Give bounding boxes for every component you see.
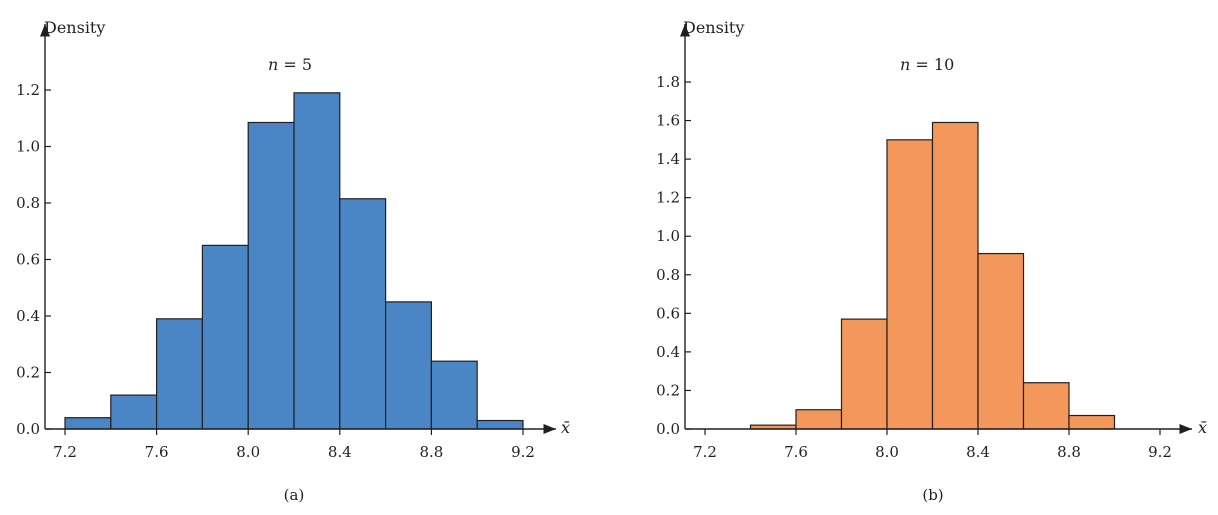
panel-b-x-tick-label-0: 7.2 [693, 443, 717, 461]
panel-a-y-tick-label-4: 0.8 [16, 194, 40, 212]
panel-b-y-tick-label-3: 0.6 [656, 304, 680, 322]
panel-a-y-tick-label-3: 0.6 [16, 251, 40, 269]
panel-b-x-tick-label-4: 8.8 [1057, 443, 1081, 461]
panel-b-bar-6 [1022, 382, 1070, 430]
panel-b-y-tick-label-5: 1.0 [656, 227, 680, 245]
panel-b-y-tick-label-2: 0.4 [656, 343, 680, 361]
panel-b-bar-1 [795, 409, 843, 430]
panel-b-y-tick-label-4: 0.8 [656, 266, 680, 284]
panel-a-bar-4 [247, 121, 295, 430]
panel-b-bar-7 [1068, 414, 1116, 430]
panel-a-x-tick-label-2: 8.0 [236, 443, 260, 461]
panel-a-bar-7 [385, 301, 433, 430]
panel-b-bar-4 [931, 121, 979, 430]
panel-a-bar-0 [64, 417, 112, 430]
panel-a-bar-9 [476, 419, 524, 430]
panel-b-x-tick-label-3: 8.4 [966, 443, 990, 461]
panel-a-y-tick-label-1: 0.2 [16, 364, 40, 382]
panel-b-y-tick-label-6: 1.2 [656, 189, 680, 207]
panel-a-bar-6 [339, 198, 387, 430]
panel-b-y-tick-label-1: 0.2 [656, 381, 680, 399]
panel-a-bar-1 [110, 394, 158, 430]
panel-a-bar-2 [156, 318, 204, 430]
panel-b-y-tick-label-0: 0.0 [656, 420, 680, 438]
panel-b-n10-histogram: Density n = 10 x̄ (b) 0.0 0.2 0.4 0.6 0.8 1.0… [656, 18, 1207, 504]
panel-a-y-axis-title: Density [44, 18, 105, 37]
panel-b-y-axis-title: Density [683, 18, 744, 37]
panel-a-x-tick-label-5: 9.2 [511, 443, 535, 461]
panel-a-y-tick-label-2: 0.4 [16, 307, 40, 325]
panel-a-y-tick-label-0: 0.0 [16, 420, 40, 438]
panel-b-x-tick-label-2: 8.0 [875, 443, 899, 461]
panel-b-y-tick-label-8: 1.6 [656, 112, 680, 130]
panel-b-x-tick-label-5: 9.2 [1148, 443, 1172, 461]
panel-a-n5-histogram: Density n = 5 x̄ (a) 0.0 0.2 0.4 0.6 0.8 1.0 1… [16, 18, 570, 504]
panel-a-x-tick-label-3: 8.4 [328, 443, 352, 461]
panel-a-y-tick-label-6: 1.2 [16, 81, 40, 99]
panel-b-y-tick-label-7: 1.4 [656, 150, 680, 168]
panel-b-y-tick-label-9: 1.8 [656, 73, 680, 91]
panel-a-caption: (a) [284, 486, 305, 504]
panel-a-title: n = 5 [268, 55, 312, 74]
panel-a-bar-5 [293, 92, 341, 430]
panel-b-x-axis-title: x̄ [1198, 418, 1207, 437]
panel-b-bar-3 [886, 139, 934, 430]
panel-b-x-tick-label-1: 7.6 [784, 443, 808, 461]
panel-a-x-tick-label-4: 8.8 [419, 443, 443, 461]
panel-a-bar-3 [201, 244, 249, 430]
panel-a-y-tick-label-5: 1.0 [16, 138, 40, 156]
panel-a-title-n-value: 5 [302, 55, 312, 74]
panel-a-bar-8 [430, 360, 478, 430]
panel-b-title-n-value: 10 [934, 55, 954, 74]
panel-a-x-axis-title: x̄ [561, 418, 570, 437]
panel-a-x-tick-label-1: 7.6 [145, 443, 169, 461]
panel-b-caption: (b) [922, 486, 943, 504]
panel-a-x-tick-label-0: 7.2 [53, 443, 77, 461]
panel-b-title: n = 10 [900, 55, 954, 74]
panel-b-bar-2 [840, 318, 888, 430]
panel-b-bar-5 [977, 252, 1025, 430]
